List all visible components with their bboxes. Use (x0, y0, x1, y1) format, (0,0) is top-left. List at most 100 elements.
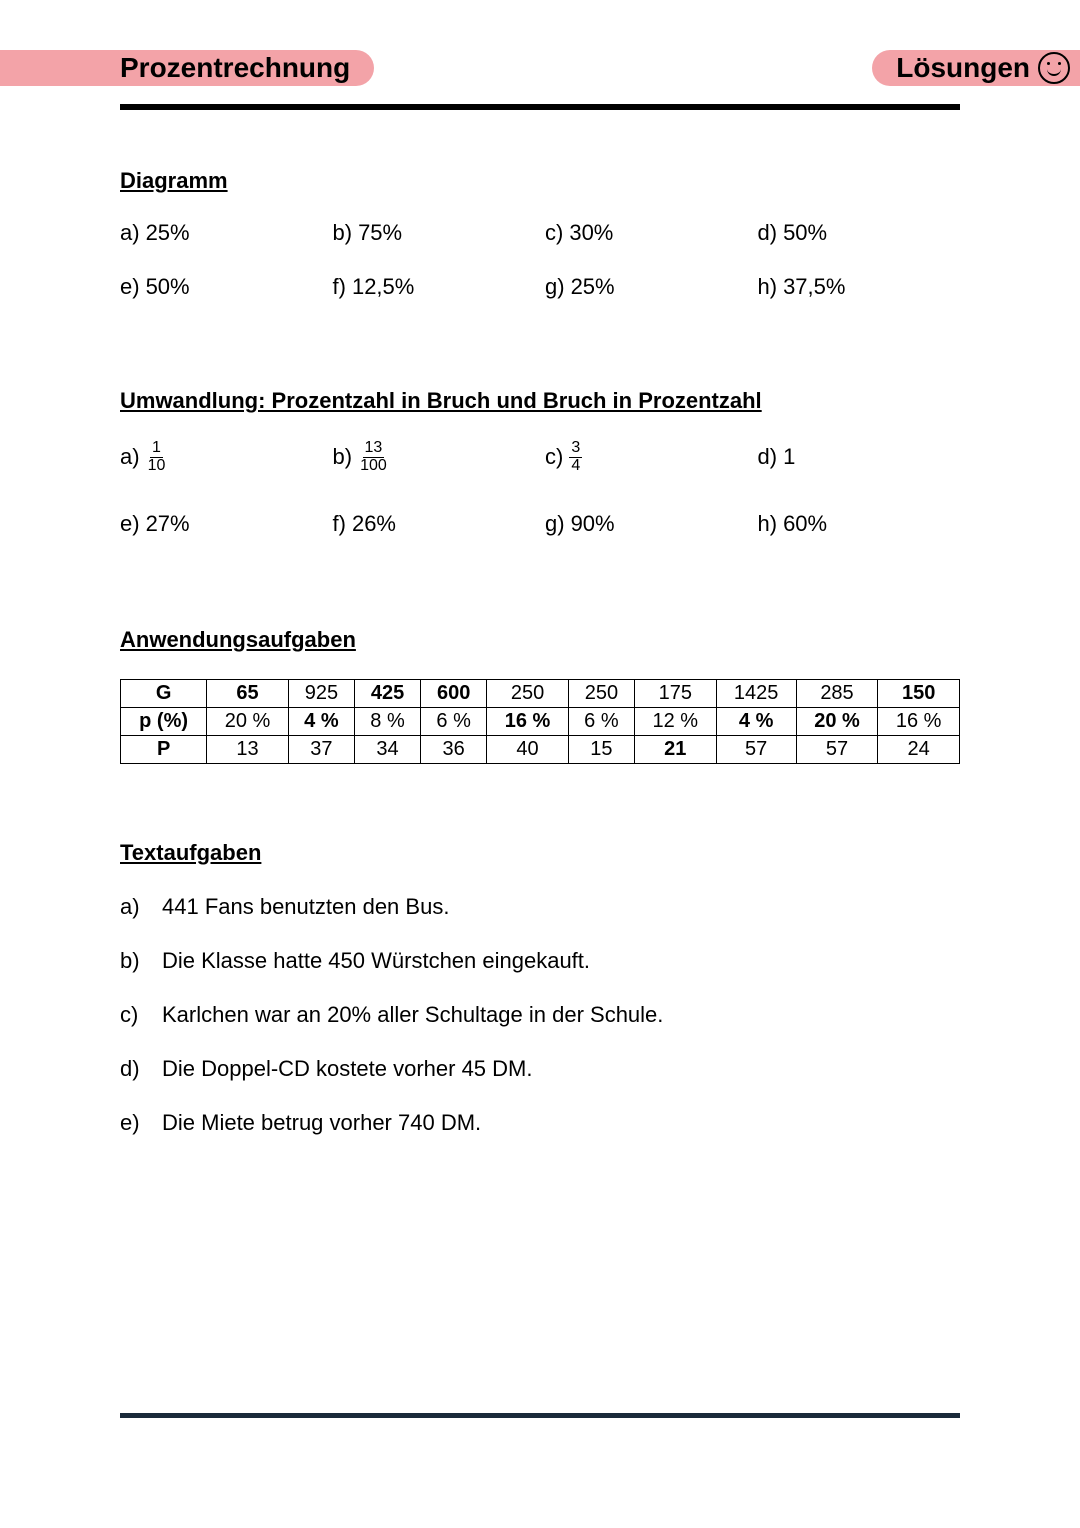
text-item-label: e) (120, 1110, 148, 1136)
table-cell: 21 (634, 735, 716, 763)
text-item-text: Karlchen war an 20% aller Schultage in d… (162, 1002, 663, 1028)
answer-value: 60% (783, 511, 827, 537)
text-item-label: c) (120, 1002, 148, 1028)
table-cell: 34 (354, 735, 420, 763)
title-right-text: Lösungen (896, 52, 1030, 84)
top-rule (120, 104, 960, 110)
table-cell: 175 (634, 679, 716, 707)
answer-value: 26% (352, 511, 396, 537)
answer-label: f) (333, 274, 346, 300)
answer-label: d) (758, 444, 778, 470)
row-header: P (121, 735, 207, 763)
table-cell: 4 % (716, 707, 796, 735)
table-cell: 6 % (568, 707, 634, 735)
table-cell: 8 % (354, 707, 420, 735)
answer-cell: d) 50% (758, 220, 961, 246)
heading-diagramm: Diagramm (120, 168, 960, 194)
table-cell: 37 (288, 735, 354, 763)
text-item-text: 441 Fans benutzten den Bus. (162, 894, 449, 920)
answer-value: 27% (146, 511, 190, 537)
fraction-denominator: 10 (146, 458, 168, 475)
row-header: p (%) (121, 707, 207, 735)
text-item-text: Die Doppel-CD kostete vorher 45 DM. (162, 1056, 532, 1082)
table-cell: 250 (487, 679, 569, 707)
fraction-numerator: 13 (363, 440, 385, 458)
answer-value: 25% (571, 274, 615, 300)
answer-label: c) (545, 220, 563, 246)
table-cell: 57 (716, 735, 796, 763)
table-cell: 13 (207, 735, 289, 763)
text-item-label: b) (120, 948, 148, 974)
table-cell: 600 (421, 679, 487, 707)
table-cell: 1425 (716, 679, 796, 707)
answer-cell: d) 1 (758, 440, 961, 475)
fraction: 13100 (358, 440, 389, 475)
heading-anwendung: Anwendungsaufgaben (120, 627, 960, 653)
answer-cell: e) 50% (120, 274, 323, 300)
table-cell: 57 (796, 735, 878, 763)
table-cell: 6 % (421, 707, 487, 735)
answer-label: a) (120, 444, 140, 470)
table-cell: 40 (487, 735, 569, 763)
answer-cell: g) 25% (545, 274, 748, 300)
answer-label: g) (545, 274, 565, 300)
table-cell: 20 % (207, 707, 289, 735)
answer-cell: g) 90% (545, 511, 748, 537)
answer-value: 75% (358, 220, 402, 246)
answer-cell: b) 75% (333, 220, 536, 246)
fraction-denominator: 100 (358, 458, 389, 475)
text-item: c) Karlchen war an 20% aller Schultage in… (120, 1002, 960, 1028)
table-cell: 4 % (288, 707, 354, 735)
answer-value: 30% (569, 220, 613, 246)
heading-textaufgaben: Textaufgaben (120, 840, 960, 866)
answer-cell: a) 110 (120, 440, 323, 475)
title-right: Lösungen (872, 50, 1080, 86)
answer-label: g) (545, 511, 565, 537)
table-row: p (%)20 %4 %8 %6 %16 %6 %12 %4 %20 %16 % (121, 707, 960, 735)
fraction: 110 (146, 440, 168, 475)
answer-cell: f) 12,5% (333, 274, 536, 300)
worksheet-page: Prozentrechnung Lösungen Diagramm a) 25%… (0, 0, 1080, 1528)
answer-value: 1 (783, 444, 795, 470)
table-cell: 36 (421, 735, 487, 763)
answer-value: 90% (571, 511, 615, 537)
content: Diagramm a) 25% b) 75% c) 30% d) 50% e) 50% f… (0, 168, 1080, 1136)
answer-value: 37,5% (783, 274, 845, 300)
anwendung-table: G659254256002502501751425285150p (%)20 %… (120, 679, 960, 764)
table-cell: 150 (878, 679, 960, 707)
text-item: a) 441 Fans benutzten den Bus. (120, 894, 960, 920)
answer-label: c) (545, 444, 563, 470)
table-cell: 12 % (634, 707, 716, 735)
table-cell: 925 (288, 679, 354, 707)
text-item-label: a) (120, 894, 148, 920)
textaufgaben-list: a) 441 Fans benutzten den Bus. b) Die Klass… (120, 894, 960, 1136)
fraction-numerator: 1 (150, 440, 163, 458)
table-cell: 20 % (796, 707, 878, 735)
answer-cell: h) 60% (758, 511, 961, 537)
table-cell: 24 (878, 735, 960, 763)
answer-label: a) (120, 220, 140, 246)
text-item-label: d) (120, 1056, 148, 1082)
umwandlung-answers: a)110b)13100c)34d) 1e) 27%f) 26%g) 90%h)… (120, 440, 960, 537)
answer-value: 50% (783, 220, 827, 246)
answer-cell: f) 26% (333, 511, 536, 537)
table-cell: 65 (207, 679, 289, 707)
answer-cell: b)13100 (333, 440, 536, 475)
answer-label: e) (120, 274, 140, 300)
answer-label: h) (758, 274, 778, 300)
answer-label: e) (120, 511, 140, 537)
answer-cell: c) 30% (545, 220, 748, 246)
answer-label: h) (758, 511, 778, 537)
fraction-numerator: 3 (569, 440, 582, 458)
answer-value: 12,5% (352, 274, 414, 300)
fraction-denominator: 4 (569, 458, 582, 475)
title-left-text: Prozentrechnung (120, 52, 350, 84)
answer-cell: h) 37,5% (758, 274, 961, 300)
table-cell: 425 (354, 679, 420, 707)
text-item-text: Die Miete betrug vorher 740 DM. (162, 1110, 481, 1136)
text-item-text: Die Klasse hatte 450 Würstchen eingekauf… (162, 948, 590, 974)
answer-label: b) (333, 444, 353, 470)
answer-cell: c) 34 (545, 440, 748, 475)
text-item: d) Die Doppel-CD kostete vorher 45 DM. (120, 1056, 960, 1082)
answer-value: 25% (146, 220, 190, 246)
